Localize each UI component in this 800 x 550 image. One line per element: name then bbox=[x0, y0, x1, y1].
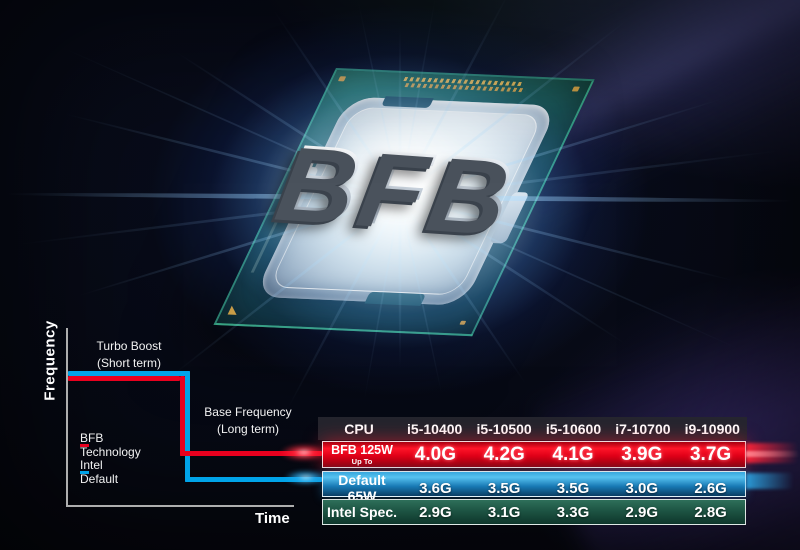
cell-value: 2.9G bbox=[419, 503, 452, 521]
cell-value: 3.5G bbox=[556, 479, 590, 497]
header-cell-model: i5-10400 bbox=[407, 420, 463, 437]
blue-row-light-streak bbox=[746, 473, 796, 489]
cell-value: 3.7G bbox=[689, 443, 732, 465]
table-row-bfb: BFB 125W Up To 4.0G 4.2G 4.1G 3.9G 3.7G bbox=[322, 441, 746, 468]
glow-core bbox=[306, 96, 496, 246]
cell-value: 3.9G bbox=[621, 443, 663, 465]
row-label: Intel Spec. bbox=[326, 504, 398, 520]
cell-value: 4.1G bbox=[552, 443, 594, 465]
cell-value: 3.6G bbox=[419, 479, 452, 497]
table-header-row: CPU i5-10400 i5-10500 i5-10600 i7-10700 … bbox=[318, 417, 747, 440]
cell-value: 2.8G bbox=[694, 503, 727, 521]
cell-value: 2.9G bbox=[625, 503, 659, 521]
cell-value: 4.0G bbox=[414, 443, 456, 465]
cell-value: 3.5G bbox=[487, 479, 521, 497]
header-cell-model: i5-10500 bbox=[476, 420, 532, 437]
cell-value: 3.0G bbox=[625, 479, 659, 497]
table-row-intel-spec: Intel Spec. 2.9G 3.1G 3.3G 2.9G 2.8G bbox=[322, 499, 746, 525]
cell-value: 2.6G bbox=[694, 479, 727, 497]
row-label: BFB 125W Up To bbox=[331, 443, 393, 466]
cell-value: 3.3G bbox=[556, 503, 590, 521]
table-row-default: Default 65W 3.6G 3.5G 3.5G 3.0G 2.6G bbox=[322, 471, 746, 504]
header-cell-cpu: CPU bbox=[344, 420, 374, 437]
red-row-light-streak-core bbox=[746, 451, 800, 457]
header-cell-model: i9-10900 bbox=[684, 420, 740, 437]
header-cell-model: i7-10700 bbox=[615, 420, 671, 437]
cell-value: 3.1G bbox=[487, 503, 521, 521]
cell-value: 4.2G bbox=[483, 443, 525, 465]
header-cell-model: i5-10600 bbox=[545, 420, 602, 437]
